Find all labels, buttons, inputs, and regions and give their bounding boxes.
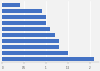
Bar [2, 9, 42, 13]
Bar [2, 33, 55, 37]
Bar [2, 15, 46, 19]
Bar [2, 3, 20, 7]
Bar [2, 27, 50, 31]
Bar [2, 51, 68, 55]
Bar [2, 57, 94, 61]
Bar [2, 21, 46, 25]
Bar [2, 45, 59, 49]
Bar [2, 39, 59, 43]
